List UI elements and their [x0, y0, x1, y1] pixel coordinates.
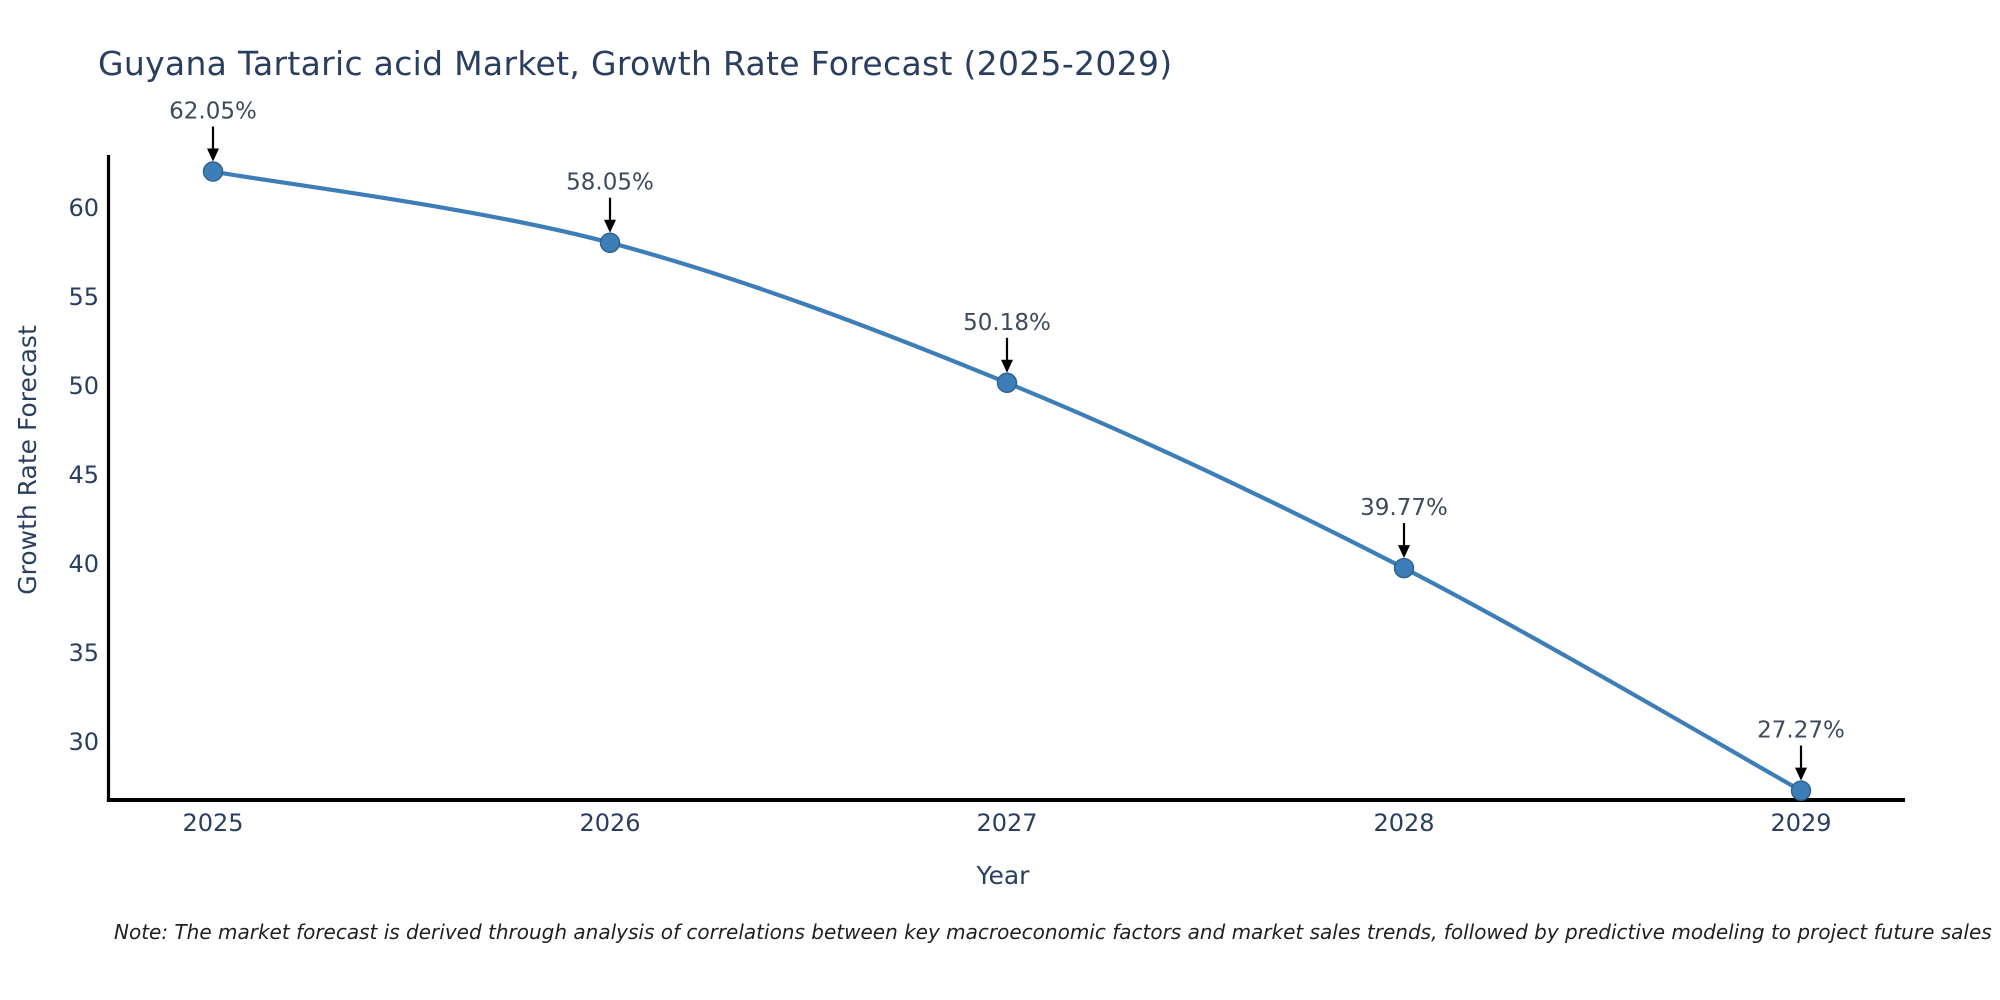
y-tick-label: 45	[68, 461, 99, 489]
point-value-label: 58.05%	[566, 170, 654, 196]
point-value-label: 39.77%	[1360, 495, 1448, 521]
x-axis-title: Year	[976, 861, 1030, 890]
y-axis-spine	[106, 155, 111, 802]
point-value-label: 27.27%	[1757, 718, 1845, 744]
annotation-arrow-head	[1001, 359, 1013, 373]
x-tick-label: 2027	[976, 809, 1037, 837]
data-point-marker	[1790, 780, 1812, 801]
annotation-arrow-head	[1398, 545, 1410, 559]
data-point-marker	[996, 372, 1018, 394]
y-tick-label: 35	[68, 639, 99, 667]
y-axis-title: Growth Rate Forecast	[13, 325, 42, 595]
annotation-arrow-head	[207, 148, 219, 162]
y-tick-label: 30	[68, 728, 99, 756]
x-tick-label: 2029	[1770, 809, 1831, 837]
x-tick-label: 2026	[579, 809, 640, 837]
point-value-label: 50.18%	[963, 310, 1051, 336]
y-tick-label: 40	[68, 550, 99, 578]
annotation-arrow-head	[604, 219, 616, 233]
data-point-marker	[202, 161, 224, 182]
x-axis-spine	[106, 798, 1905, 802]
forecast-line	[210, 169, 1804, 793]
chart-title: Guyana Tartaric acid Market, Growth Rate…	[98, 44, 1173, 83]
y-tick-label: 60	[68, 194, 99, 222]
point-value-label: 62.05%	[169, 99, 257, 125]
annotation-arrow-head	[1795, 767, 1807, 781]
data-point-marker	[1393, 557, 1415, 579]
x-tick-label: 2028	[1373, 809, 1434, 837]
y-tick-label: 50	[68, 372, 99, 400]
footnote: Note: The market forecast is derived thr…	[114, 920, 1992, 944]
x-tick-label: 2025	[182, 809, 243, 837]
y-tick-label: 55	[68, 283, 99, 311]
data-point-marker	[599, 232, 621, 253]
